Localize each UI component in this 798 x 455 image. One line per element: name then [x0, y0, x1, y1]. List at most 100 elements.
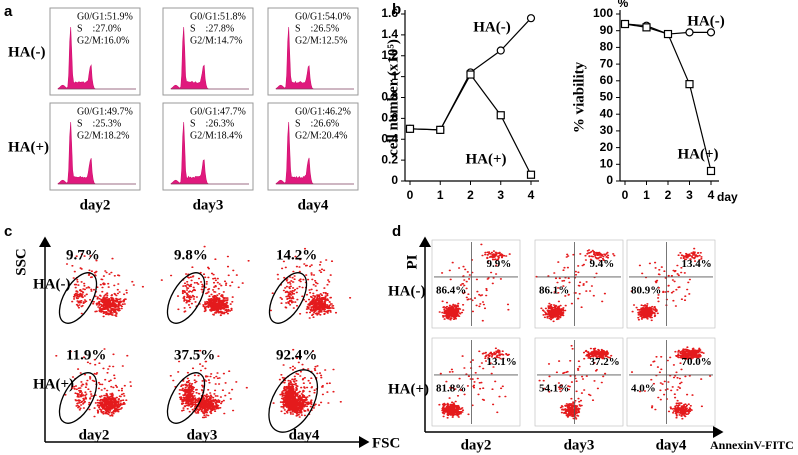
- x-tick-label: 1: [643, 188, 650, 202]
- dot-cloud: [272, 348, 342, 418]
- y-tick-label: 1: [391, 69, 398, 83]
- stat-label: G2/M:14.7%: [190, 35, 243, 46]
- axis-label: PI: [404, 254, 420, 269]
- axis-label: AnnexinV-FITC: [710, 438, 794, 452]
- stat-label: G0/G1:54.0%: [295, 11, 351, 22]
- column-label: day2: [80, 197, 111, 213]
- y-tick-label: 1.6: [381, 6, 398, 20]
- y-axis-label: cell number (x10⁵): [385, 39, 401, 156]
- dot-cloud: [438, 347, 510, 419]
- column-label: day4: [289, 427, 320, 443]
- dot-cloud: [535, 249, 616, 323]
- quadrant-percent: 86.4%: [436, 285, 466, 297]
- y-tick-label: 0: [391, 173, 398, 187]
- stat-label: G2/M:16.0%: [77, 35, 130, 46]
- series-label: HA(-): [473, 19, 511, 35]
- stat-label: S :26.5%: [295, 23, 339, 34]
- marker: [405, 124, 415, 133]
- x-tick-label: 2: [665, 188, 672, 202]
- quadrant-percent: 4.0%: [631, 383, 656, 395]
- gate-percent: 9.7%: [66, 247, 100, 263]
- column-label: day4: [656, 437, 687, 453]
- series-label: HA(-): [687, 13, 725, 29]
- x-tick-label: 4: [528, 188, 535, 202]
- dot-cloud: [55, 348, 132, 418]
- row-label: HA(+): [8, 139, 49, 155]
- stat-label: G2/M:20.4%: [295, 130, 348, 141]
- dot-cloud: [438, 243, 511, 322]
- column-label: day2: [461, 437, 492, 453]
- marker: [706, 28, 716, 37]
- stat-label: G0/G1:51.9%: [77, 11, 133, 22]
- histogram-frame: [267, 102, 359, 191]
- stat-label: G0/G1:46.2%: [295, 106, 351, 117]
- gate: [58, 372, 98, 424]
- stat-label: S :27.8%: [190, 23, 234, 34]
- x-axis-label: day: [717, 190, 738, 204]
- y-tick-label: 50: [600, 90, 614, 104]
- series-label: HA(+): [465, 151, 506, 167]
- y-tick-label: 70: [600, 56, 614, 70]
- x-tick-label: 2: [467, 188, 474, 202]
- quadrant-percent: 13.1%: [487, 356, 517, 368]
- y-tick-label: 60: [600, 73, 614, 87]
- marker: [685, 80, 694, 89]
- y-tick-label: 10: [600, 156, 614, 170]
- axis-label: FSC: [372, 435, 400, 451]
- gate: [268, 369, 319, 433]
- stat-label: S :26.3%: [190, 118, 234, 129]
- y-tick-label: 1.2: [381, 48, 398, 62]
- y-tick-label: 0.4: [381, 131, 398, 145]
- column-label: day3: [187, 427, 218, 443]
- marker: [466, 70, 475, 79]
- y-tick-label: 0: [606, 173, 613, 187]
- gate-percent: 37.5%: [174, 347, 215, 363]
- panel-label: a: [4, 3, 13, 20]
- y-tick-label: 0.8: [381, 90, 398, 104]
- stat-label: G0/G1:47.7%: [190, 106, 246, 117]
- dot-cloud: [65, 253, 144, 318]
- quadrant-percent: 9.9%: [487, 258, 512, 270]
- row-label: HA(+): [33, 376, 74, 392]
- y-tick-label: 80: [600, 40, 614, 54]
- row-label: HA(+): [388, 381, 429, 397]
- quadrant-percent: 81.8%: [436, 383, 466, 395]
- quadrant-percent: 54.1%: [539, 383, 569, 395]
- marker: [526, 14, 536, 23]
- marker: [436, 125, 445, 134]
- stat-label: S :27.0%: [77, 23, 121, 34]
- gate-percent: 14.2%: [276, 247, 317, 263]
- stat-label: S :25.3%: [77, 118, 121, 129]
- histogram-frame: [162, 102, 254, 191]
- panel-label: b: [392, 1, 401, 18]
- marker: [526, 170, 536, 179]
- row-label: HA(-): [33, 276, 71, 292]
- gate-percent: 9.8%: [174, 247, 208, 263]
- gate: [268, 272, 308, 324]
- x-tick-label: 0: [407, 188, 414, 202]
- y-tick-label: 0.2: [381, 152, 398, 166]
- histogram-frame: [49, 7, 141, 96]
- marker: [642, 23, 651, 32]
- x-tick-label: 0: [622, 188, 629, 202]
- y-tick-label: 30: [600, 123, 614, 137]
- histogram-frame: [49, 102, 141, 191]
- dot-cloud: [269, 247, 352, 319]
- gate: [166, 372, 206, 424]
- panel-label: c: [4, 223, 12, 240]
- marker: [663, 29, 673, 39]
- x-tick-label: 3: [686, 188, 693, 202]
- quadrant-percent: 70.0%: [682, 356, 712, 368]
- dot-cloud: [630, 346, 712, 420]
- dot-cloud: [160, 245, 250, 317]
- column-label: day3: [193, 197, 224, 213]
- stat-label: G0/G1:51.8%: [190, 11, 246, 22]
- stat-label: G0/G1:49.7%: [77, 106, 133, 117]
- column-label: day2: [79, 427, 110, 443]
- y-tick-label: 100: [593, 6, 613, 20]
- marker: [496, 111, 505, 120]
- y-axis-label: % viability: [571, 61, 587, 133]
- stat-label: G2/M:12.5%: [295, 35, 348, 46]
- marker: [685, 28, 694, 37]
